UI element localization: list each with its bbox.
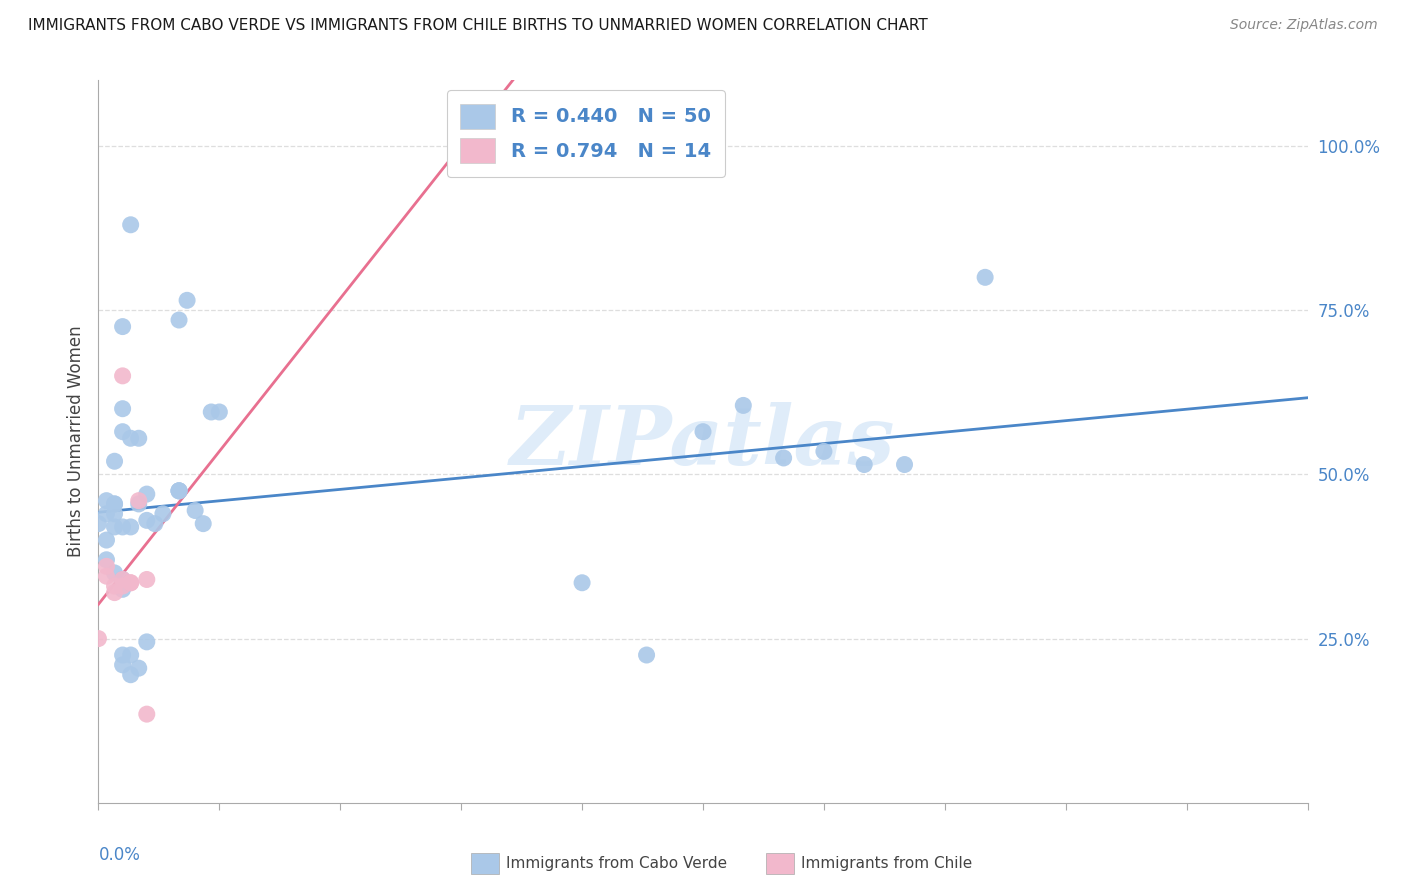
Point (143, 516, 166, 531)
Point (571, 575, 593, 590)
Point (208, 405, 231, 419)
Point (111, 319, 134, 334)
Text: IMMIGRANTS FROM CABO VERDE VS IMMIGRANTS FROM CHILE BIRTHS TO UNMARRIED WOMEN CO: IMMIGRANTS FROM CABO VERDE VS IMMIGRANTS… (28, 18, 928, 33)
Point (193, 516, 215, 531)
Point (450, 126, 472, 140)
Point (772, 450, 794, 465)
Point (135, 487, 157, 501)
Point (135, 707, 157, 722)
Point (96, 507, 118, 521)
Point (128, 493, 150, 508)
Y-axis label: Births to Unmarried Women: Births to Unmarried Women (66, 326, 84, 558)
Point (813, 444, 835, 458)
Legend: R = 0.440   N = 50, R = 0.794   N = 14: R = 0.440 N = 50, R = 0.794 N = 14 (447, 90, 724, 177)
Point (733, 398, 755, 412)
Text: 0.0%: 0.0% (98, 847, 141, 864)
Point (167, 483, 190, 498)
Text: Source: ZipAtlas.com: Source: ZipAtlas.com (1230, 18, 1378, 32)
Point (96, 569, 118, 583)
Point (200, 405, 222, 419)
Point (111, 582, 134, 597)
Point (128, 497, 150, 511)
Point (111, 573, 134, 587)
Point (128, 431, 150, 445)
Point (128, 661, 150, 675)
Point (111, 425, 134, 439)
Point (103, 454, 125, 468)
Point (103, 497, 125, 511)
Point (167, 313, 190, 327)
Point (167, 483, 190, 498)
Point (96, 533, 118, 547)
Point (120, 648, 142, 662)
Point (96, 553, 118, 567)
Point (111, 657, 134, 672)
Point (135, 513, 157, 527)
Point (176, 293, 198, 308)
Point (87, 632, 110, 646)
Point (111, 573, 134, 587)
Point (103, 566, 125, 580)
Point (120, 667, 142, 681)
Point (692, 425, 714, 439)
Point (96, 493, 118, 508)
Point (120, 575, 142, 590)
Point (184, 503, 207, 517)
Point (893, 458, 915, 472)
Point (87, 516, 110, 531)
Text: Immigrants from Chile: Immigrants from Chile (801, 856, 973, 871)
Point (120, 520, 142, 534)
Point (111, 401, 134, 416)
Point (103, 497, 125, 511)
Point (111, 368, 134, 383)
Point (103, 507, 125, 521)
Point (135, 635, 157, 649)
Text: Immigrants from Cabo Verde: Immigrants from Cabo Verde (506, 856, 727, 871)
Point (120, 218, 142, 232)
Point (120, 575, 142, 590)
Point (103, 520, 125, 534)
Point (974, 270, 997, 285)
Point (636, 648, 658, 662)
Point (111, 648, 134, 662)
Point (96, 559, 118, 574)
Point (120, 431, 142, 445)
Text: ZIPatlas: ZIPatlas (510, 401, 896, 482)
Point (167, 483, 190, 498)
Point (103, 585, 125, 599)
Point (111, 579, 134, 593)
Point (853, 458, 876, 472)
Point (152, 507, 174, 521)
Point (135, 573, 157, 587)
Point (103, 579, 125, 593)
Point (111, 520, 134, 534)
